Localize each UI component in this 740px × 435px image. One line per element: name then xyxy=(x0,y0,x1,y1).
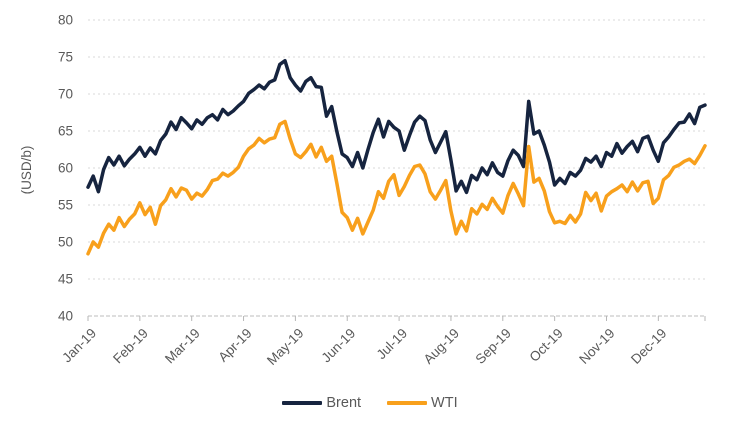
x-tick-label: Oct-19 xyxy=(527,326,566,365)
x-tick-label: Apr-19 xyxy=(215,326,254,365)
legend-label-brent: Brent xyxy=(326,395,362,411)
x-tick-label: Jul-19 xyxy=(374,326,411,363)
x-tick-label: Jan-19 xyxy=(59,326,99,366)
y-tick-label: 55 xyxy=(58,198,73,213)
x-tick-label: Mar-19 xyxy=(162,326,203,367)
y-tick-label: 65 xyxy=(58,124,73,139)
legend-item-brent: Brent xyxy=(282,396,361,411)
x-tick-label: Nov-19 xyxy=(576,326,617,367)
x-tick-label: Aug-19 xyxy=(421,326,462,367)
x-tick-label: Feb-19 xyxy=(110,326,151,367)
x-tick-label: May-19 xyxy=(264,326,306,368)
wti-line xyxy=(86,119,707,256)
brent-line-swatch xyxy=(282,401,323,406)
brent-line xyxy=(86,58,707,195)
y-tick-label: 80 xyxy=(58,13,73,28)
x-tick-label: Jun-19 xyxy=(319,326,359,366)
y-axis-tick-labels: 40 45 50 55 60 65 70 75 80 xyxy=(58,13,73,324)
y-tick-label: 40 xyxy=(58,309,73,324)
chart-legend: Brent WTI xyxy=(0,396,740,411)
price-chart-plot: 40 45 50 55 60 65 70 75 80 Jan-19 Feb-19 Mar-19 Apr… xyxy=(19,13,707,368)
y-tick-label: 70 xyxy=(58,87,73,102)
legend-item-wti: WTI xyxy=(387,396,458,411)
y-tick-label: 75 xyxy=(58,50,73,65)
wti-line-swatch xyxy=(387,401,428,406)
y-axis-title: (USD/b) xyxy=(19,146,34,195)
series-lines xyxy=(86,58,707,256)
gridlines xyxy=(88,19,705,280)
y-tick-label: 45 xyxy=(58,272,73,287)
x-tick-label: Sep-19 xyxy=(473,326,514,367)
y-tick-label: 60 xyxy=(58,161,73,176)
x-tick-label: Dec-19 xyxy=(628,326,669,367)
legend-label-wti: WTI xyxy=(431,395,458,411)
x-axis-tick-labels: Jan-19 Feb-19 Mar-19 Apr-19 May-19 Jun-19 Jul-… xyxy=(59,326,669,368)
y-tick-label: 50 xyxy=(58,235,73,250)
x-axis-line xyxy=(87,315,706,321)
